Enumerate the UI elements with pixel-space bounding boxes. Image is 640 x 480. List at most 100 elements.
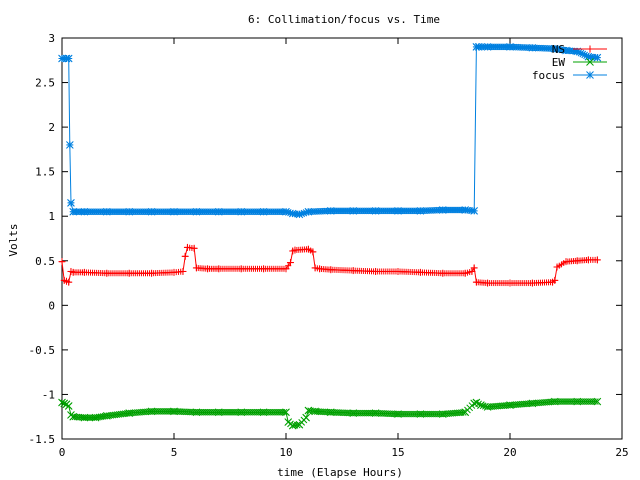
x-tick-label: 10 — [279, 446, 292, 459]
data-point — [562, 258, 570, 266]
legend-label: focus — [532, 69, 565, 82]
data-point — [282, 207, 290, 216]
x-tick-label: 20 — [503, 446, 516, 459]
data-point — [484, 279, 492, 287]
y-tick-label: 0 — [48, 299, 55, 312]
data-point — [259, 408, 268, 417]
data-point — [416, 268, 424, 276]
data-point — [591, 398, 599, 405]
data-point — [304, 207, 313, 216]
data-point — [550, 397, 559, 406]
data-point — [394, 267, 402, 275]
data-point — [477, 401, 485, 409]
data-point — [190, 244, 198, 252]
data-point — [58, 258, 66, 266]
y-tick-label: 2.5 — [35, 77, 55, 90]
data-point — [474, 43, 483, 51]
data-point — [69, 207, 78, 216]
data-point — [506, 43, 514, 51]
data-point — [593, 256, 601, 264]
data-point — [192, 207, 201, 216]
data-point — [394, 207, 402, 215]
data-point — [69, 412, 78, 421]
data-point — [67, 199, 75, 207]
data-point — [327, 266, 335, 274]
data-point — [288, 209, 297, 218]
data-point — [472, 278, 480, 286]
data-point — [371, 207, 380, 215]
data-point — [550, 44, 559, 53]
y-tick-label: 1 — [48, 210, 55, 223]
data-point — [102, 411, 111, 420]
data-point — [295, 420, 304, 429]
data-point — [438, 410, 447, 418]
y-tick-label: -1 — [42, 388, 55, 401]
data-point — [282, 265, 290, 273]
data-point — [237, 408, 246, 417]
series-ns — [58, 243, 601, 287]
data-point — [148, 269, 156, 277]
data-point — [470, 207, 479, 215]
data-point — [528, 43, 537, 52]
data-point — [147, 407, 156, 416]
data-point — [593, 397, 602, 406]
y-tick-label: 3 — [48, 32, 55, 45]
data-point — [91, 413, 100, 422]
data-point — [183, 243, 191, 251]
data-point — [286, 259, 294, 267]
data-point — [551, 276, 559, 284]
y-tick-label: -0.5 — [29, 344, 56, 357]
y-tick-label: 0.5 — [35, 255, 55, 268]
data-point — [468, 267, 476, 275]
data-point — [483, 403, 492, 411]
data-point — [65, 278, 73, 286]
data-point — [64, 54, 73, 63]
x-tick-label: 15 — [391, 446, 404, 459]
axes: 0 5 10 15 20 25 -1.5 -1 -0.5 0 0.5 1 1.5 2 2.5 3 — [29, 32, 629, 459]
data-point — [349, 207, 358, 215]
data-point — [573, 257, 581, 265]
data-point — [284, 418, 293, 426]
data-point — [282, 408, 290, 417]
data-point — [260, 265, 268, 273]
data-point — [506, 401, 514, 409]
data-point — [506, 279, 514, 287]
data-point — [170, 268, 178, 276]
x-axis-label: time (Elapse Hours) — [277, 466, 403, 479]
data-point — [147, 207, 156, 216]
legend-label: EW — [552, 56, 566, 69]
series-ew — [58, 397, 602, 430]
data-point — [309, 248, 317, 256]
data-point — [470, 264, 478, 272]
data-point — [214, 207, 223, 216]
x-tick-label: 25 — [615, 446, 628, 459]
data-point — [416, 207, 425, 215]
data-point — [479, 402, 487, 410]
x-tick-label: 0 — [59, 446, 66, 459]
data-point — [192, 408, 201, 417]
data-point — [125, 409, 134, 418]
data-point — [214, 408, 223, 417]
data-point — [103, 269, 111, 277]
y-tick-label: -1.5 — [29, 433, 56, 446]
data-point — [311, 407, 319, 416]
data-point — [65, 141, 74, 149]
data-point — [553, 263, 561, 271]
data-point — [259, 207, 268, 216]
data-point — [80, 268, 88, 276]
data-point — [102, 207, 111, 216]
data-point — [181, 252, 189, 260]
data-point — [311, 264, 319, 272]
data-point — [304, 406, 313, 415]
data-point — [192, 264, 200, 272]
data-point — [237, 265, 245, 273]
data-point — [304, 245, 312, 253]
y-axis-label: Volts — [7, 223, 20, 256]
legend-label: NS — [552, 43, 565, 56]
data-point — [416, 410, 425, 418]
data-point — [302, 413, 311, 422]
data-point — [528, 399, 537, 408]
